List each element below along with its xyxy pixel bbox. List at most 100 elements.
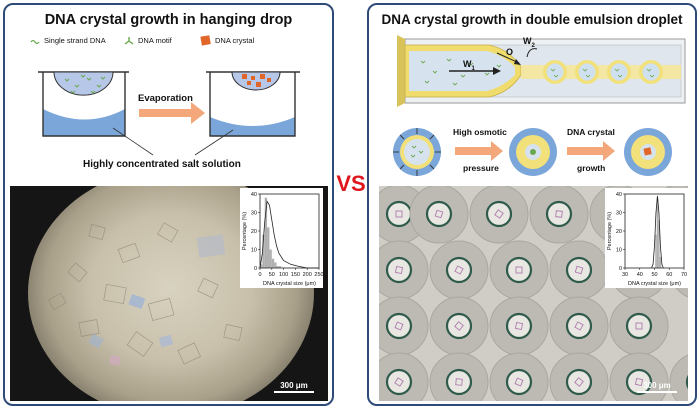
- x-axis-label: DNA crystal size (μm): [628, 281, 681, 287]
- histogram-left-svg: 0 50 100 150 200 250 0 10 20 30 40 DNA crystal size…: [242, 192, 324, 287]
- y-axis-label: Percentage (%): [607, 212, 613, 250]
- emulsion-droplet-core: [545, 200, 573, 228]
- emulsion-droplet-core: [425, 200, 453, 228]
- osmotic-arrow: [455, 141, 503, 161]
- y-tick-label: 30: [251, 211, 257, 217]
- y-tick-label: 20: [251, 229, 257, 235]
- emulsion-droplet-core: [385, 256, 413, 284]
- histogram-bar: [269, 249, 272, 268]
- emulsion-droplet-crystal: [515, 266, 523, 274]
- histogram-frame: [624, 193, 685, 269]
- emulsion-droplet-core: [625, 368, 653, 396]
- y-tick-label: 0: [254, 266, 257, 272]
- emulsion-droplet-core: [385, 312, 413, 340]
- x-tick-label: 30: [622, 272, 628, 278]
- hanging-drop-schematic: [30, 35, 300, 156]
- dna-crystal-icon: [200, 35, 211, 46]
- w2-letter: W: [523, 36, 532, 46]
- histogram-bar: [262, 234, 265, 268]
- osmotic-label-line2: pressure: [463, 163, 499, 173]
- histogram-bar: [658, 219, 660, 268]
- initial-drop-well: [38, 71, 129, 137]
- histogram-bar: [264, 197, 268, 268]
- emulsion-droplet-core: [625, 312, 653, 340]
- emulsion-droplet-crystal: [574, 265, 584, 275]
- hanging-drop-title: DNA crystal growth in hanging drop: [44, 12, 293, 28]
- right-scale-bar-label: 300 μm: [643, 381, 671, 390]
- emulsion-droplet-crystal: [395, 210, 403, 218]
- emulsion-droplet-core: [445, 256, 473, 284]
- w1-phase-label: W1: [463, 59, 475, 72]
- w2-subscript: 2: [531, 42, 535, 49]
- emulsion-droplet-crystal: [394, 321, 404, 331]
- histogram-fit-line: [651, 195, 664, 269]
- emulsion-droplet-core: [385, 368, 413, 396]
- left-scale-bar-label: 300 μm: [280, 381, 308, 390]
- emulsion-droplet-crystal: [455, 378, 463, 386]
- emulsion-droplet-crystal: [454, 265, 464, 275]
- x-tick-label: 0: [258, 272, 261, 278]
- emulsion-droplet-crystal: [394, 265, 404, 275]
- histogram-bar: [659, 256, 662, 268]
- emulsion-droplet-crystal: [514, 321, 524, 331]
- emulsion-droplet-core: [385, 200, 413, 228]
- y-tick-label: 40: [616, 192, 622, 198]
- y-tick-label: 40: [251, 192, 257, 198]
- y-tick-label: 10: [251, 248, 257, 254]
- emulsion-droplet-crystal: [394, 377, 404, 387]
- oil-phase-label: O: [506, 47, 514, 57]
- x-tick-label: 250: [314, 272, 323, 278]
- salt-leader-right: [194, 129, 234, 156]
- crystal-growth-arrow: [567, 141, 615, 161]
- histogram-bar: [271, 258, 275, 268]
- salt-solution-label: Highly concentrated salt solution: [83, 159, 241, 170]
- legend-ssdna-label: Single strand DNA: [44, 36, 106, 45]
- x-tick-label: 70: [681, 272, 687, 278]
- emulsion-droplet-core: [565, 256, 593, 284]
- y-tick-label: 20: [616, 229, 622, 235]
- emulsion-droplet-crystal: [574, 321, 584, 331]
- right-scale-bar-line: [637, 391, 677, 393]
- step3-droplet: [624, 128, 672, 176]
- emulsion-droplet-core: [565, 312, 593, 340]
- x-axis-label: DNA crystal size (μm): [263, 281, 316, 287]
- histogram-bar: [267, 227, 270, 268]
- x-tick-label: 100: [279, 272, 288, 278]
- w1-letter: W: [463, 59, 472, 69]
- double-emulsion-size-histogram: 30 40 50 60 70 0 10 20 30 40 DNA crystal size (μm)…: [605, 188, 688, 288]
- growth-label-line2: growth: [577, 163, 606, 173]
- histogram-bar: [276, 266, 279, 268]
- ssdna-icon: [30, 39, 40, 45]
- x-tick-label: 200: [303, 272, 312, 278]
- step2-droplet: [509, 128, 557, 176]
- left-scale-bar-line: [274, 391, 314, 393]
- capillary-device: [397, 35, 686, 107]
- hanging-drop-panel: DNA crystal growth in hanging drop: [3, 3, 334, 406]
- histogram-bar: [278, 266, 282, 268]
- emulsion-droplet-core: [505, 312, 533, 340]
- salt-leader-left: [112, 127, 154, 156]
- histogram-bar: [656, 197, 659, 268]
- y-tick-label: 10: [616, 248, 622, 254]
- w1-subscript: 1: [471, 65, 475, 72]
- emulsion-droplet-core: [445, 312, 473, 340]
- emulsion-droplet-core: [485, 200, 513, 228]
- x-tick-label: 40: [637, 272, 643, 278]
- emulsion-droplet-core: [445, 368, 473, 396]
- evaporation-arrow: [139, 102, 205, 124]
- emulsion-droplet-crystal: [454, 321, 464, 331]
- step1-droplet: [393, 128, 441, 176]
- x-tick-label: 50: [651, 272, 657, 278]
- emulsion-droplet-core: [685, 374, 688, 390]
- histogram-bar: [260, 264, 263, 268]
- legend-crystal-label: DNA crystal: [215, 36, 255, 45]
- emulsion-droplet-outer: [669, 354, 688, 401]
- evaporation-label: Evaporation: [138, 93, 193, 104]
- x-tick-label: 150: [291, 272, 300, 278]
- hanging-drop-size-histogram: 0 50 100 150 200 250 0 10 20 30 40 DNA crystal size…: [240, 188, 324, 288]
- emulsion-droplet-core: [505, 368, 533, 396]
- y-tick-label: 30: [616, 211, 622, 217]
- double-emulsion-panel: DNA crystal growth in double emulsion dr…: [367, 3, 697, 406]
- double-emulsion-title: DNA crystal growth in double emulsion dr…: [381, 12, 683, 27]
- y-tick-label: 0: [619, 266, 622, 272]
